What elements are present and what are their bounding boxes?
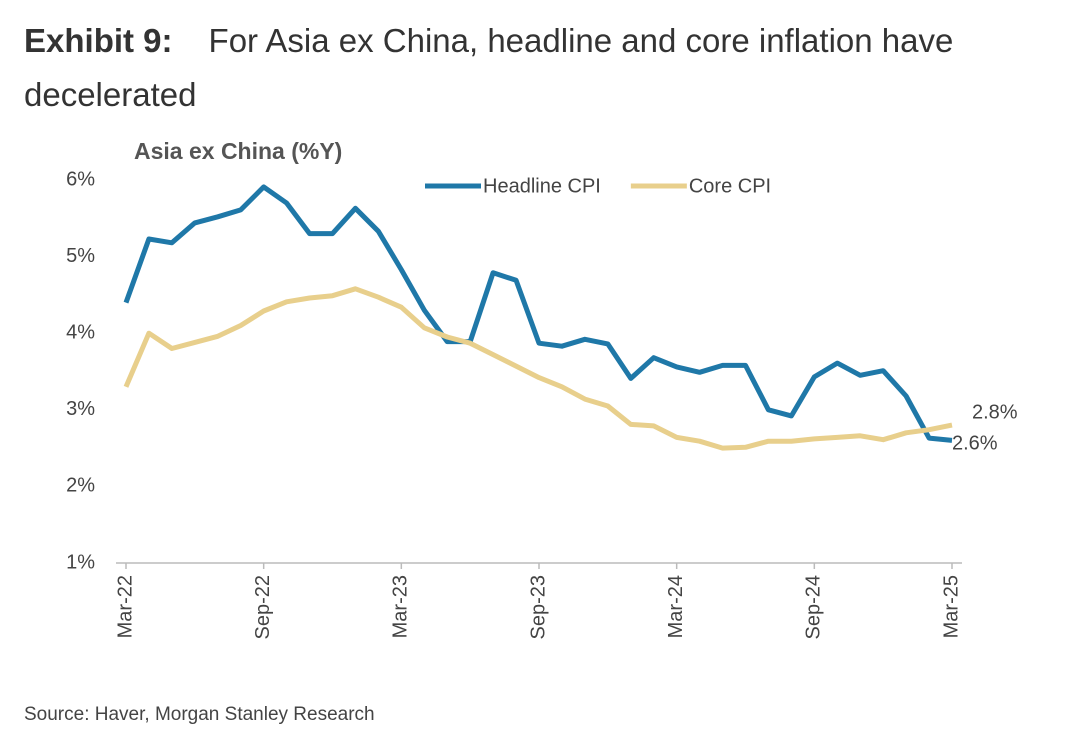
x-tick-label: Mar-22 (114, 575, 136, 638)
data-label: 2.6% (952, 433, 998, 455)
source: Source: Haver, Morgan Stanley Research (24, 704, 375, 725)
x-tick-label: Mar-23 (390, 575, 412, 638)
y-tick-label: 3% (66, 398, 95, 420)
line-series (123, 286, 953, 451)
y-tick-label: 5% (66, 245, 95, 267)
exhibit-label: Exhibit 9: (24, 22, 173, 59)
y-tick-label: 1% (66, 551, 95, 573)
y-tick-label: 2% (66, 475, 95, 497)
y-tick-label: 6% (66, 168, 95, 190)
x-tick-label: Sep-22 (252, 575, 274, 640)
x-tick-label: Sep-23 (527, 575, 549, 640)
legend-label: Core CPI (689, 175, 771, 197)
header: Exhibit 9: For Asia ex China, headline an… (24, 14, 1054, 122)
y-tick-label: 4% (66, 321, 95, 343)
exhibit-title: For Asia ex China, headline and core inf… (24, 22, 954, 113)
chart: Asia ex China (%Y) 1% 2% 3% 4% 5% 6% Mar-22 Sep… (66, 138, 1018, 640)
line-series (123, 184, 953, 443)
legend-label: Headline CPI (483, 175, 601, 197)
data-label: 2.8% (972, 401, 1018, 423)
x-tick-label: Mar-25 (940, 575, 962, 638)
chart-title: Asia ex China (%Y) (134, 138, 342, 164)
x-tick-label: Sep-24 (803, 575, 825, 640)
x-tick-label: Mar-24 (665, 575, 687, 638)
